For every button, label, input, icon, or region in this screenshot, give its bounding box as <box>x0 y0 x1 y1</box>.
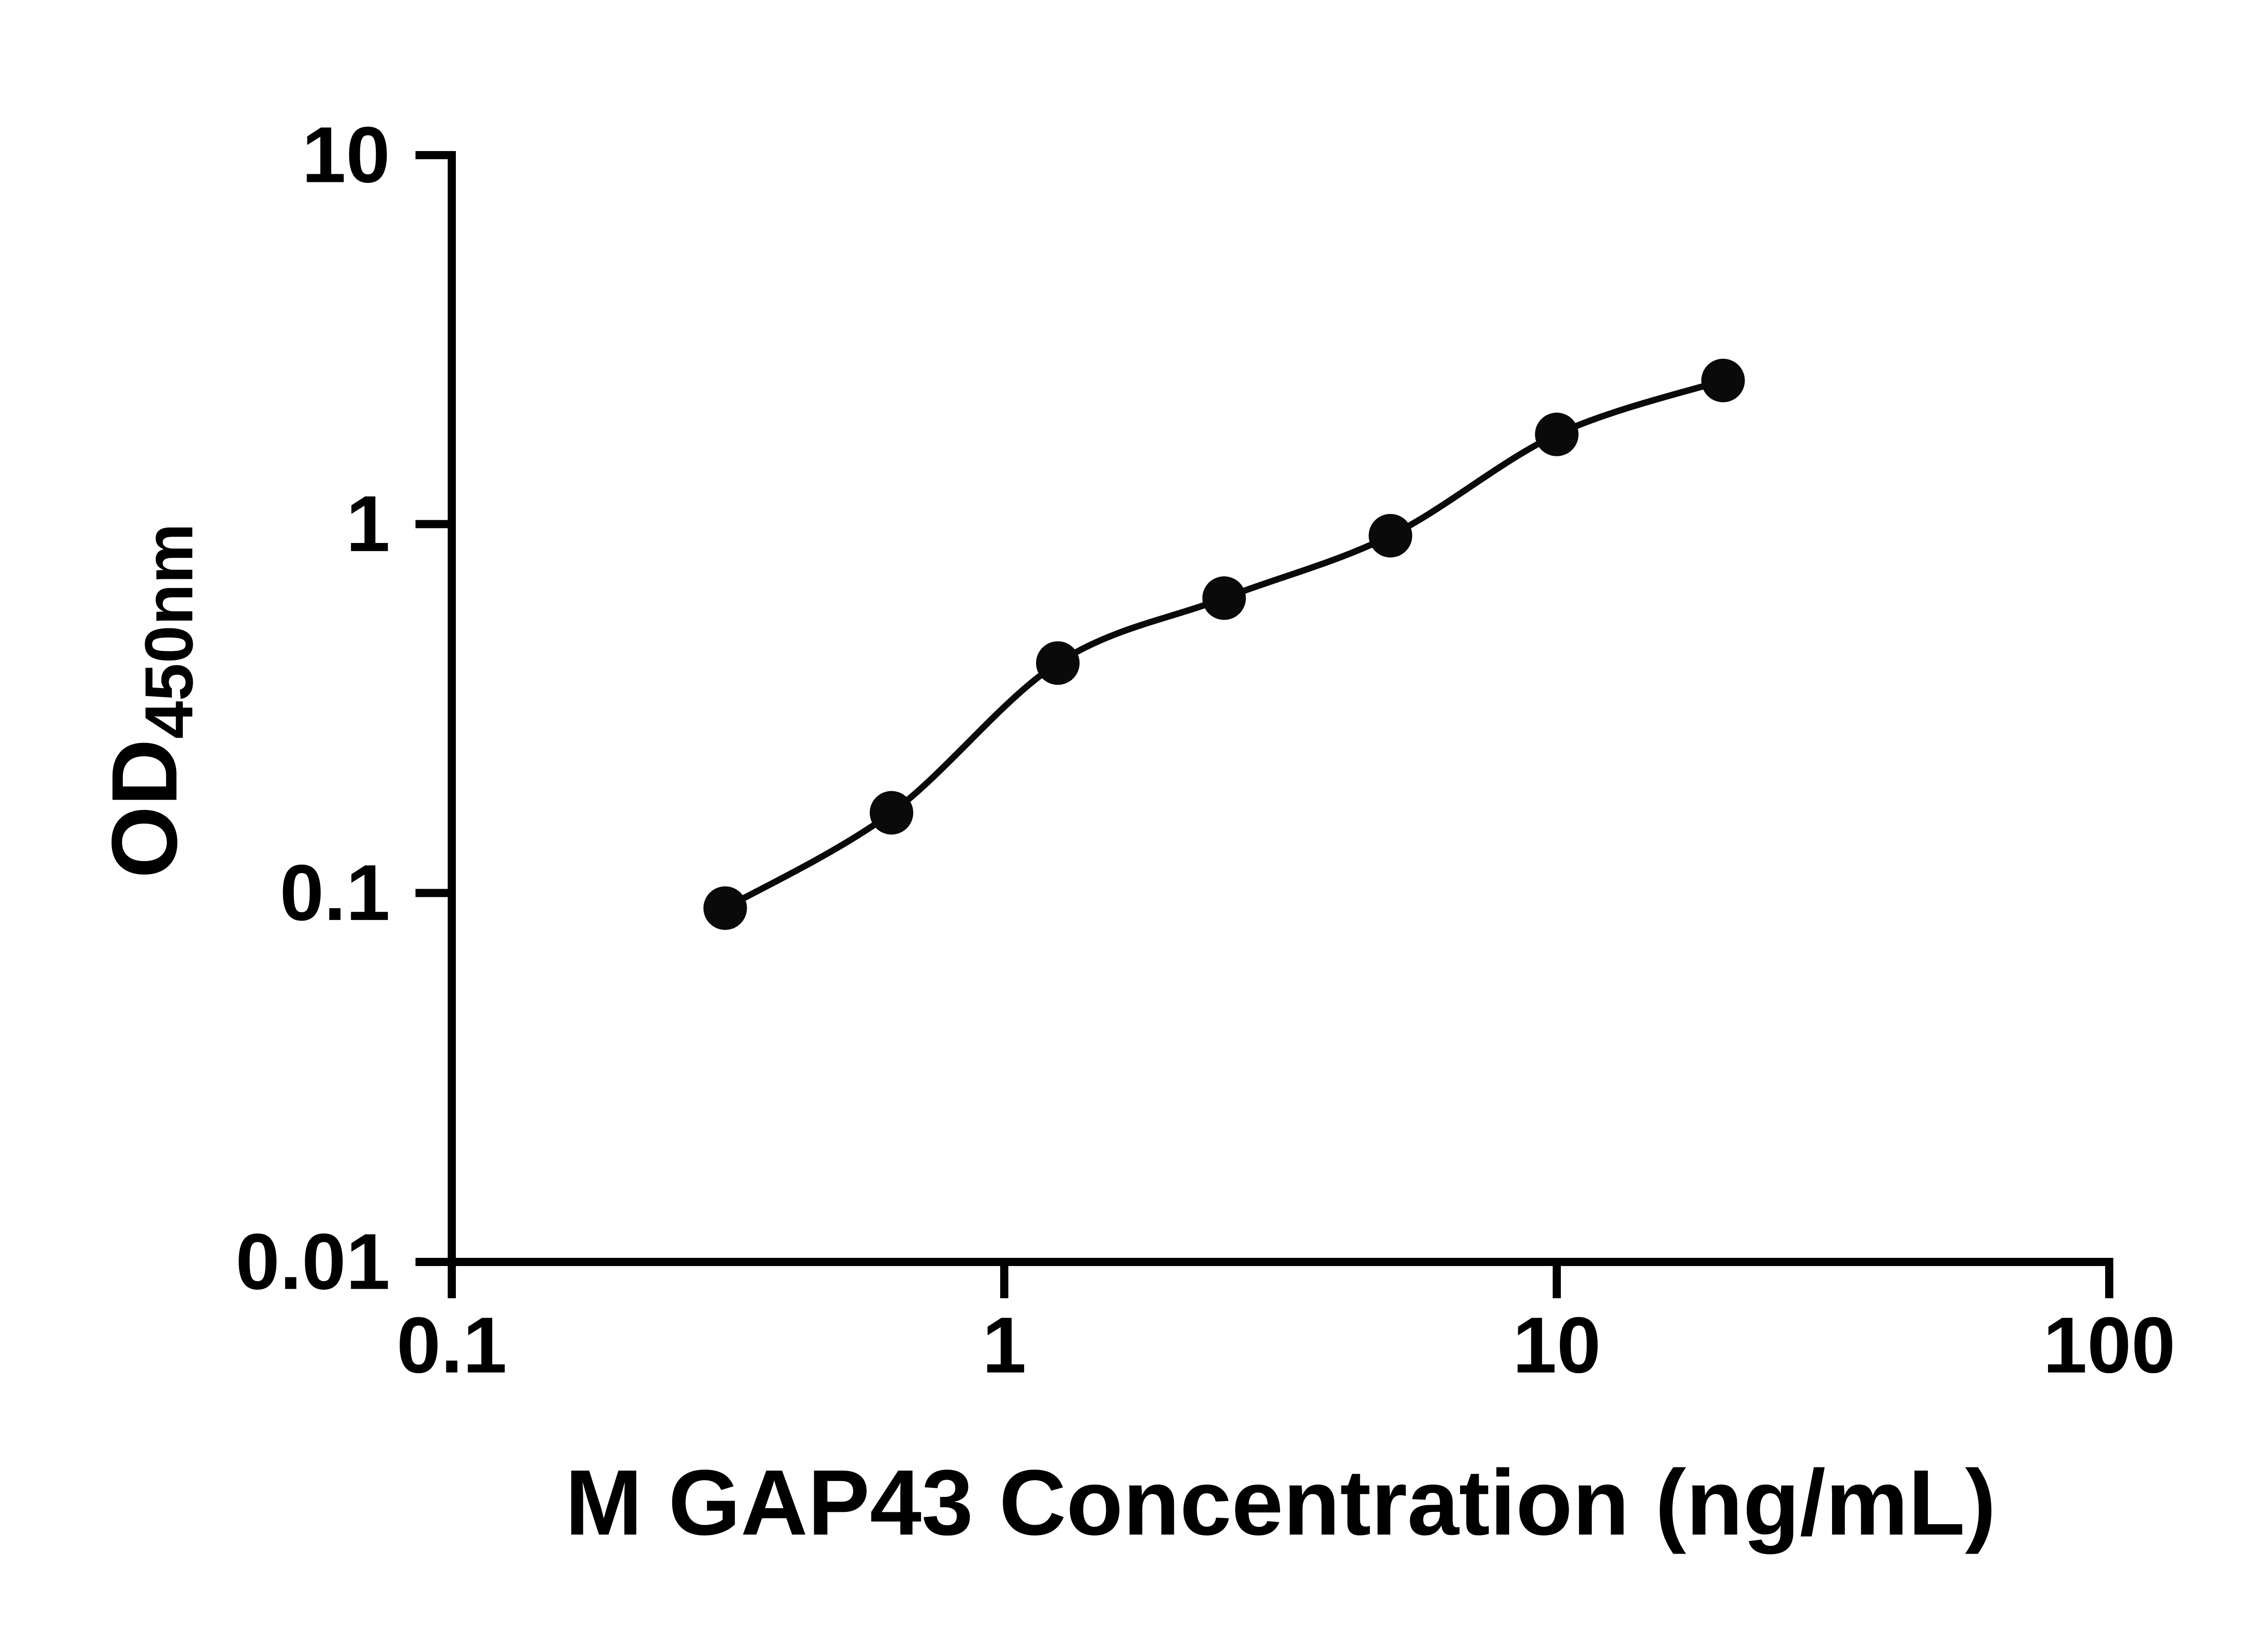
axis-frame <box>448 151 2113 1266</box>
y-axis-tick-label: 0.1 <box>280 849 390 937</box>
y-axis-title-subscript: 450nm <box>131 523 207 739</box>
fit-curve <box>722 377 1726 911</box>
y-axis-tick-label: 10 <box>302 111 390 200</box>
data-point <box>1535 412 1579 456</box>
y-axis-title: OD450nm <box>91 523 208 879</box>
data-point <box>1202 576 1246 620</box>
x-axis-tick-label: 1 <box>982 1301 1026 1390</box>
data-point <box>870 791 914 835</box>
data-point <box>1369 513 1413 557</box>
y-axis-tick-label: 0.01 <box>235 1218 390 1306</box>
data-point <box>1036 641 1080 685</box>
y-axis-tick-label: 1 <box>346 480 390 568</box>
x-axis-tick-label: 10 <box>1513 1301 1601 1390</box>
data-point <box>1701 358 1745 402</box>
x-axis-tick-label: 100 <box>2043 1301 2175 1390</box>
y-axis-title-main: OD <box>93 738 196 879</box>
x-axis-title: M GAP43 Concentration (ng/mL) <box>565 1451 1996 1555</box>
x-axis-tick-label: 0.1 <box>396 1301 507 1390</box>
data-point <box>703 886 747 930</box>
